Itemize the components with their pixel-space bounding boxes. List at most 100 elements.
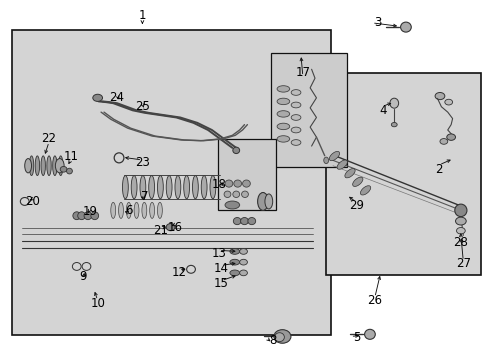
Ellipse shape: [142, 202, 146, 219]
Ellipse shape: [290, 90, 300, 95]
Ellipse shape: [29, 156, 34, 176]
Ellipse shape: [149, 202, 154, 219]
Ellipse shape: [446, 134, 455, 140]
Ellipse shape: [73, 212, 81, 220]
Ellipse shape: [126, 202, 131, 219]
Ellipse shape: [134, 202, 139, 219]
Ellipse shape: [25, 158, 31, 173]
Bar: [325, 73, 480, 275]
Text: 2: 2: [434, 163, 442, 176]
Ellipse shape: [247, 217, 255, 225]
Ellipse shape: [91, 212, 99, 220]
Ellipse shape: [166, 176, 172, 199]
Ellipse shape: [273, 330, 290, 343]
Ellipse shape: [55, 158, 64, 173]
Bar: [271, 53, 346, 167]
Ellipse shape: [277, 98, 289, 105]
Text: 8: 8: [268, 333, 276, 347]
Text: 19: 19: [82, 205, 98, 218]
Ellipse shape: [41, 156, 45, 176]
Text: 9: 9: [79, 270, 87, 283]
Ellipse shape: [257, 193, 268, 210]
Text: 24: 24: [109, 91, 124, 104]
Ellipse shape: [232, 147, 239, 154]
Text: 17: 17: [295, 66, 310, 78]
Ellipse shape: [224, 191, 230, 198]
Ellipse shape: [140, 176, 145, 199]
Ellipse shape: [157, 202, 162, 219]
Text: 20: 20: [25, 195, 41, 208]
Ellipse shape: [233, 217, 241, 225]
Ellipse shape: [240, 217, 248, 225]
Ellipse shape: [224, 201, 239, 209]
Ellipse shape: [274, 333, 284, 342]
Ellipse shape: [290, 127, 300, 133]
Ellipse shape: [60, 166, 67, 172]
Text: 7: 7: [141, 190, 148, 203]
Text: 14: 14: [213, 262, 228, 275]
Ellipse shape: [239, 270, 247, 276]
Text: 28: 28: [452, 236, 468, 249]
Ellipse shape: [53, 156, 57, 176]
Ellipse shape: [277, 123, 289, 130]
Ellipse shape: [454, 204, 466, 217]
Ellipse shape: [229, 259, 239, 265]
Text: 13: 13: [211, 247, 226, 260]
Text: 5: 5: [352, 331, 359, 344]
Ellipse shape: [444, 99, 452, 105]
Ellipse shape: [364, 329, 374, 339]
Ellipse shape: [66, 168, 72, 174]
Ellipse shape: [209, 176, 215, 199]
Text: 12: 12: [171, 266, 186, 279]
Ellipse shape: [157, 176, 163, 199]
Ellipse shape: [78, 212, 85, 220]
Ellipse shape: [264, 194, 272, 209]
Text: 26: 26: [366, 294, 382, 307]
Text: 21: 21: [153, 224, 168, 237]
Ellipse shape: [439, 139, 447, 144]
Ellipse shape: [47, 156, 51, 176]
Ellipse shape: [328, 152, 339, 161]
Ellipse shape: [183, 176, 189, 199]
Text: 16: 16: [167, 221, 183, 234]
Ellipse shape: [192, 176, 198, 199]
Text: 22: 22: [41, 132, 57, 145]
Bar: [12, 30, 330, 336]
Ellipse shape: [35, 156, 40, 176]
Text: 10: 10: [90, 297, 105, 310]
Ellipse shape: [455, 217, 465, 225]
Ellipse shape: [360, 186, 370, 195]
Ellipse shape: [389, 98, 398, 108]
Ellipse shape: [400, 22, 410, 32]
Ellipse shape: [201, 176, 206, 199]
Ellipse shape: [290, 114, 300, 120]
Text: 4: 4: [379, 104, 386, 117]
Ellipse shape: [131, 176, 137, 199]
Ellipse shape: [352, 177, 362, 186]
Ellipse shape: [118, 202, 123, 219]
Ellipse shape: [224, 180, 232, 187]
Text: 27: 27: [455, 257, 470, 270]
Text: 23: 23: [135, 156, 149, 169]
Text: 29: 29: [348, 198, 363, 212]
Text: 15: 15: [213, 277, 228, 290]
Ellipse shape: [344, 168, 354, 178]
Ellipse shape: [229, 270, 239, 276]
Ellipse shape: [434, 93, 444, 100]
Ellipse shape: [456, 228, 464, 234]
Ellipse shape: [175, 176, 181, 199]
Ellipse shape: [277, 111, 289, 117]
Ellipse shape: [323, 157, 328, 163]
Ellipse shape: [84, 212, 92, 220]
Ellipse shape: [59, 156, 63, 176]
Ellipse shape: [239, 259, 247, 265]
Ellipse shape: [229, 249, 239, 254]
Ellipse shape: [277, 136, 289, 142]
Ellipse shape: [277, 86, 289, 92]
Bar: [217, 139, 276, 210]
Ellipse shape: [290, 102, 300, 108]
Ellipse shape: [232, 191, 239, 198]
Ellipse shape: [122, 176, 128, 199]
Text: 3: 3: [374, 16, 381, 29]
Ellipse shape: [111, 202, 116, 219]
